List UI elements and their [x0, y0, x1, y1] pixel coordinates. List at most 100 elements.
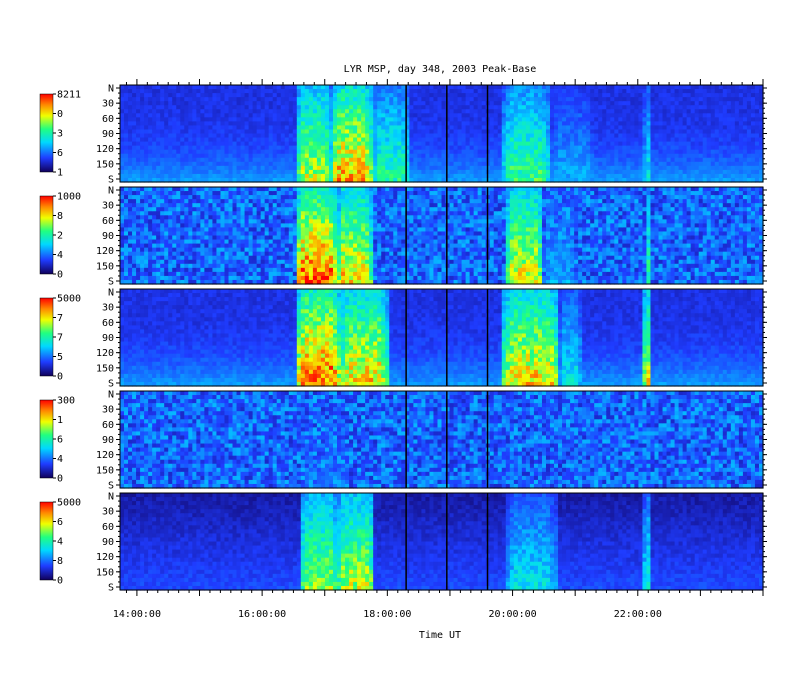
- heatmap-cell: [208, 153, 214, 159]
- heatmap-cell: [256, 195, 262, 200]
- heatmap-cell: [140, 263, 145, 269]
- heatmap-cell: [296, 121, 302, 127]
- heatmap-cell: [296, 203, 302, 208]
- heatmap-cell: [240, 173, 246, 179]
- heatmap-cell: [449, 105, 455, 110]
- heatmap-cell: [156, 251, 161, 257]
- heatmap-cell: [493, 117, 499, 122]
- heatmap-cell: [144, 259, 149, 265]
- heatmap-cell: [690, 177, 696, 183]
- heatmap-cell: [248, 259, 254, 265]
- heatmap-cell: [280, 235, 286, 241]
- heatmap-cell: [296, 89, 302, 94]
- heatmap-cell: [212, 89, 218, 94]
- heatmap-cell: [521, 89, 527, 94]
- heatmap-cell: [634, 89, 640, 94]
- heatmap-cell: [196, 219, 201, 224]
- heatmap-cell: [252, 235, 258, 241]
- heatmap-cell: [208, 85, 214, 90]
- heatmap-cell: [284, 169, 290, 175]
- heatmap-cell: [497, 177, 503, 183]
- heatmap-cell: [124, 85, 129, 90]
- heatmap-cell: [296, 211, 302, 216]
- heatmap-cell: [525, 125, 531, 131]
- heatmap-cell: [525, 137, 531, 143]
- heatmap-cell: [224, 125, 230, 131]
- heatmap-cell: [152, 141, 157, 147]
- heatmap-cell: [650, 109, 656, 114]
- heatmap-cell: [550, 93, 555, 98]
- heatmap-cell: [264, 141, 270, 147]
- heatmap-cell: [248, 267, 254, 273]
- heatmap-cell: [445, 137, 451, 143]
- heatmap-cell: [634, 117, 640, 122]
- heatmap-cell: [284, 243, 290, 249]
- heatmap-cell: [666, 117, 672, 122]
- heatmap-cell: [389, 165, 394, 171]
- heatmap-cell: [666, 85, 672, 90]
- heatmap-cell: [320, 173, 326, 179]
- heatmap-cell: [337, 165, 342, 171]
- heatmap-cell: [280, 207, 286, 212]
- heatmap-cell: [168, 231, 173, 237]
- heatmap-cell: [614, 137, 619, 143]
- heatmap-cell: [465, 173, 471, 179]
- heatmap-cell: [248, 117, 254, 122]
- heatmap-cell: [316, 161, 322, 167]
- heatmap-cell: [120, 149, 125, 155]
- heatmap-cell: [192, 149, 197, 155]
- heatmap-cell: [393, 93, 398, 98]
- heatmap-cell: [228, 153, 234, 159]
- heatmap-cell: [224, 121, 230, 127]
- heatmap-cell: [196, 161, 201, 167]
- heatmap-cell: [236, 85, 242, 90]
- heatmap-cell: [240, 271, 246, 277]
- heatmap-cell: [541, 85, 547, 90]
- heatmap-cell: [662, 121, 668, 127]
- heatmap-cell: [248, 141, 254, 147]
- heatmap-cell: [738, 173, 744, 179]
- heatmap-cell: [212, 157, 218, 163]
- heatmap-cell: [610, 161, 615, 167]
- heatmap-cell: [292, 235, 298, 241]
- heatmap-cell: [164, 177, 169, 183]
- heatmap-cell: [618, 161, 623, 167]
- heatmap-cell: [654, 145, 660, 151]
- heatmap-cell: [320, 117, 326, 122]
- heatmap-cell: [160, 157, 165, 163]
- heatmap-cell: [393, 161, 398, 167]
- heatmap-cell: [148, 231, 153, 237]
- heatmap-cell: [228, 259, 234, 265]
- heatmap-cell: [598, 161, 603, 167]
- heatmap-cell: [381, 89, 386, 94]
- heatmap-cell: [461, 133, 467, 139]
- heatmap-cell: [377, 129, 382, 135]
- heatmap-cell: [678, 177, 684, 183]
- heatmap-cell: [533, 165, 539, 171]
- heatmap-cell: [405, 109, 410, 114]
- heatmap-cell: [570, 125, 575, 131]
- heatmap-cell: [357, 105, 362, 110]
- heatmap-cell: [337, 101, 342, 106]
- heatmap-cell: [168, 223, 173, 229]
- heatmap-cell: [212, 101, 218, 106]
- heatmap-cell: [168, 243, 173, 249]
- heatmap-cell: [188, 207, 193, 212]
- heatmap-cell: [180, 243, 185, 249]
- heatmap-cell: [184, 239, 189, 245]
- heatmap-cell: [497, 137, 503, 143]
- heatmap-cell: [168, 263, 173, 269]
- heatmap-cell: [236, 207, 242, 212]
- heatmap-cell: [618, 157, 623, 163]
- heatmap-cell: [449, 117, 455, 122]
- heatmap-cell: [132, 247, 137, 253]
- heatmap-cell: [658, 85, 664, 90]
- heatmap-cell: [361, 129, 366, 135]
- heatmap-cell: [650, 133, 656, 139]
- heatmap-cell: [365, 165, 370, 171]
- heatmap-cell: [746, 105, 752, 110]
- heatmap-cell: [445, 89, 451, 94]
- heatmap-cell: [216, 219, 222, 224]
- heatmap-cell: [722, 93, 728, 98]
- heatmap-cell: [541, 173, 547, 179]
